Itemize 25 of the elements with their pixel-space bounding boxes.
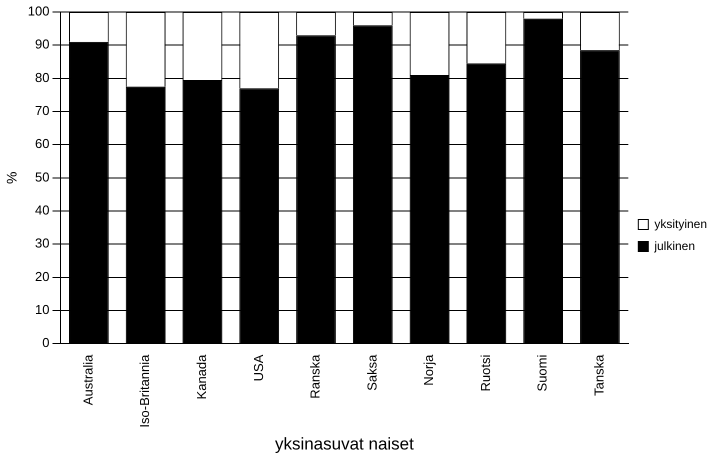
y-axis-title: % [3,172,20,184]
y-tick-label: 10 [35,302,50,318]
x-tick-label: Australia [80,354,96,406]
x-tick-label: Ruotsi [478,354,493,392]
x-tick-label: Suomi [534,354,550,392]
x-tick-label: Ranska [308,354,323,399]
y-tick-label: 30 [35,236,50,251]
x-tick-label: Iso-Britannia [137,354,152,428]
y-tick-label: 90 [35,36,50,52]
y-tick-label: 60 [35,136,50,152]
x-axis-title: yksinasuvat naiset [274,434,414,454]
legend-label: yksityinen [654,216,707,231]
y-tick-label: 80 [35,70,50,85]
y-tick-label: 40 [35,202,50,218]
y-tick-label: 70 [35,103,50,118]
x-tick-label: Norja [421,354,436,386]
x-tick-label: Tanska [592,354,606,396]
x-tick-label: USA [250,354,266,382]
legend-label: julkinen [653,238,696,253]
y-tick-label: 20 [35,268,50,284]
x-tick-label: Saksa [364,354,380,391]
y-tick-label: 0 [42,335,50,350]
y-tick-label: 50 [35,169,50,184]
y-tick-label: 100 [28,4,50,19]
x-tick-label: Kanada [194,354,210,400]
